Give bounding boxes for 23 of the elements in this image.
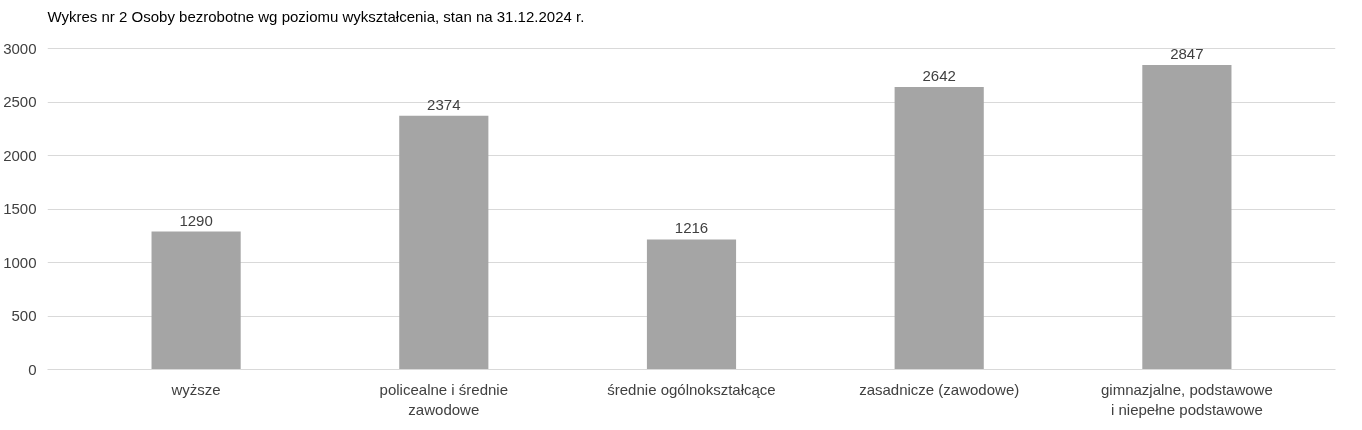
x-tick-label: średnie ogólnokształcące [607,380,776,398]
y-tick-label: 1500 [3,200,37,218]
data-label: 2847 [1170,45,1204,63]
bar [646,239,737,370]
data-label: 1216 [674,219,709,237]
data-label: 2374 [427,95,461,113]
x-tick-label: wyższe [170,380,221,398]
x-tick-label: gimnazjalne, podstawowe i niepełne podstawowe [1101,380,1273,418]
x-tick-label: zasadnicze (zawodowe) [859,380,1020,398]
y-tick-label: 500 [11,307,37,325]
data-label: 2642 [922,67,956,85]
chart-title: Wykres nr 2 Osoby bezrobotne wg poziomu wykształcenia, stan na 31.12.2024 r. [47,7,585,25]
bar [894,87,984,370]
y-tick-label: 2000 [3,146,37,164]
y-tick-label: 0 [28,360,37,378]
x-tick-label: policealne i średnie zawodowe [379,380,509,418]
y-tick-label: 3000 [3,39,37,57]
data-label: 1290 [179,211,213,229]
bar [151,231,241,370]
y-tick-label: 2500 [3,93,37,111]
y-tick-label: 1000 [3,253,37,271]
bar [399,115,489,370]
bar [1142,65,1232,370]
